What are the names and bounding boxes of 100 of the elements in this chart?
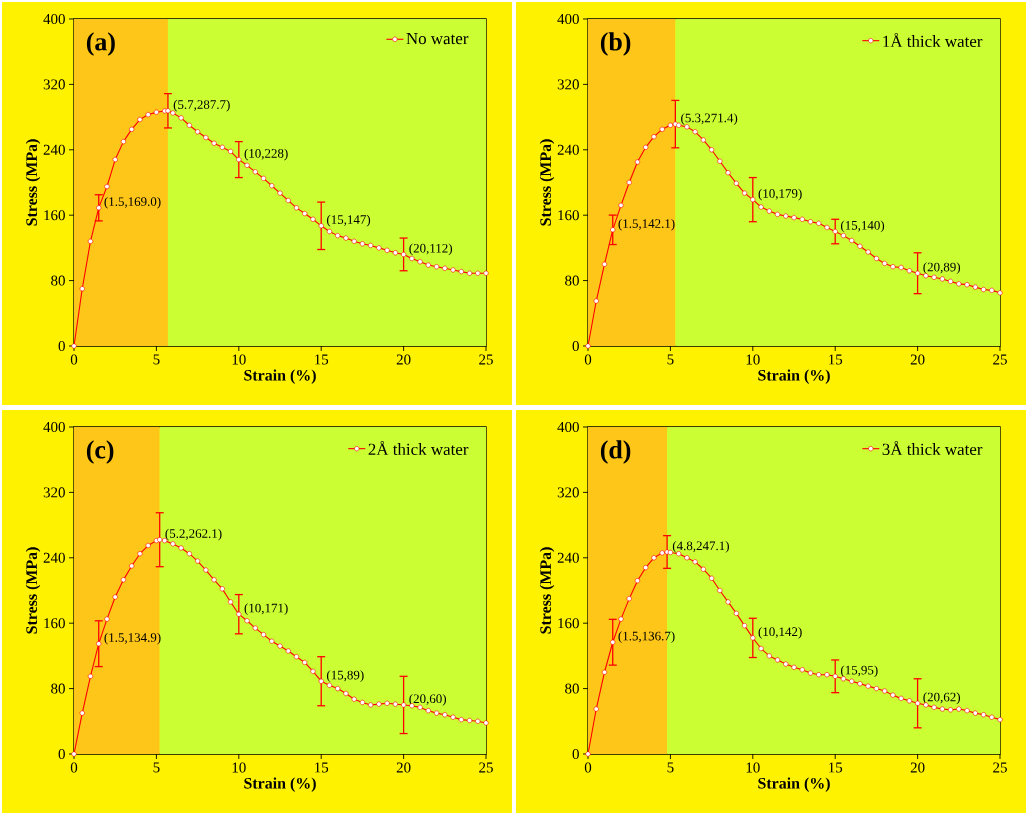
- point: [939, 706, 945, 712]
- annotation: (1.5,136.7): [618, 631, 675, 644]
- y-tick-label: 240: [557, 144, 579, 155]
- x-tick-label: 15: [315, 762, 329, 773]
- x-tick-label: 20: [396, 354, 411, 365]
- point: [783, 213, 789, 219]
- point: [79, 286, 85, 292]
- point: [260, 175, 267, 181]
- legend-label: No water: [406, 32, 469, 45]
- point: [758, 204, 764, 210]
- y-tick-label: 160: [44, 618, 65, 629]
- point: [741, 190, 748, 196]
- point: [376, 245, 382, 251]
- point: [634, 578, 641, 584]
- point: [244, 162, 250, 168]
- point: [717, 587, 723, 594]
- point: [475, 270, 481, 276]
- point: [335, 685, 341, 692]
- point: [293, 654, 300, 660]
- point: [211, 577, 217, 583]
- point: [585, 751, 591, 757]
- point: [409, 255, 415, 262]
- point: [750, 197, 756, 203]
- x-tick-label: 25: [479, 354, 493, 365]
- point: [824, 672, 830, 678]
- y-tick-label: 320: [557, 79, 579, 90]
- point: [980, 286, 987, 293]
- point: [989, 714, 995, 720]
- point: [832, 673, 838, 679]
- point: [203, 567, 209, 573]
- point: [593, 298, 599, 304]
- point: [865, 683, 871, 689]
- point: [112, 157, 118, 163]
- annotation: (1.5,169.0): [104, 196, 161, 209]
- point: [906, 268, 912, 274]
- point: [203, 134, 209, 141]
- point: [401, 702, 407, 708]
- point: [758, 645, 764, 652]
- point: [774, 657, 781, 663]
- y-tick-label: 320: [43, 79, 65, 90]
- point: [667, 122, 673, 128]
- y-axis-title: Stress (MPa): [25, 547, 41, 634]
- point: [634, 159, 641, 165]
- point: [610, 227, 616, 233]
- point: [252, 169, 258, 175]
- point: [816, 220, 822, 226]
- point: [277, 643, 283, 649]
- annotation: (20,62): [923, 692, 961, 705]
- x-tick-label: 0: [70, 354, 78, 365]
- point: [252, 625, 258, 631]
- point: [898, 264, 904, 271]
- point: [285, 648, 291, 654]
- point: [824, 224, 830, 231]
- point: [120, 139, 127, 145]
- point: [293, 205, 300, 211]
- annotation: (5.2,262.1): [165, 528, 222, 541]
- point: [947, 707, 954, 713]
- point: [807, 670, 814, 676]
- point: [816, 672, 822, 678]
- point: [849, 678, 855, 684]
- x-tick-label: 25: [479, 762, 493, 773]
- y-tick-label: 240: [43, 552, 65, 563]
- point: [450, 267, 456, 273]
- y-tick-label: 80: [51, 275, 65, 286]
- annotation: (4.8,247.1): [672, 541, 729, 553]
- point: [725, 599, 731, 605]
- point: [618, 202, 624, 208]
- y-tick-label: 400: [43, 13, 65, 25]
- legend-label: 2Å thick water: [368, 440, 469, 456]
- annotation: (15,95): [840, 665, 878, 678]
- y-tick-label: 0: [572, 748, 579, 760]
- x-tick-label: 10: [746, 762, 760, 773]
- chart-title: (d): [600, 440, 631, 464]
- point: [71, 343, 77, 349]
- point: [137, 116, 143, 123]
- point: [898, 695, 904, 701]
- point: [285, 197, 291, 204]
- x-tick-label: 20: [910, 354, 925, 365]
- point: [277, 190, 283, 196]
- point: [964, 282, 970, 288]
- point: [359, 699, 365, 706]
- point: [137, 551, 143, 557]
- point: [733, 610, 739, 616]
- annotation: (20,112): [409, 243, 453, 256]
- point: [807, 219, 814, 225]
- point: [145, 542, 151, 549]
- legend-label: 1Å thick water: [883, 32, 983, 48]
- x-axis-title: Strain (%): [244, 777, 316, 792]
- point: [667, 549, 673, 556]
- point: [857, 243, 863, 249]
- x-tick-label: 0: [584, 762, 592, 773]
- point: [890, 692, 896, 698]
- x-tick-label: 10: [746, 354, 760, 365]
- point: [195, 129, 201, 135]
- annotation: (15,140): [840, 220, 885, 233]
- point: [956, 281, 962, 287]
- point: [384, 247, 390, 253]
- annotation: (20,89): [923, 262, 961, 275]
- point: [368, 702, 374, 708]
- point: [766, 653, 772, 659]
